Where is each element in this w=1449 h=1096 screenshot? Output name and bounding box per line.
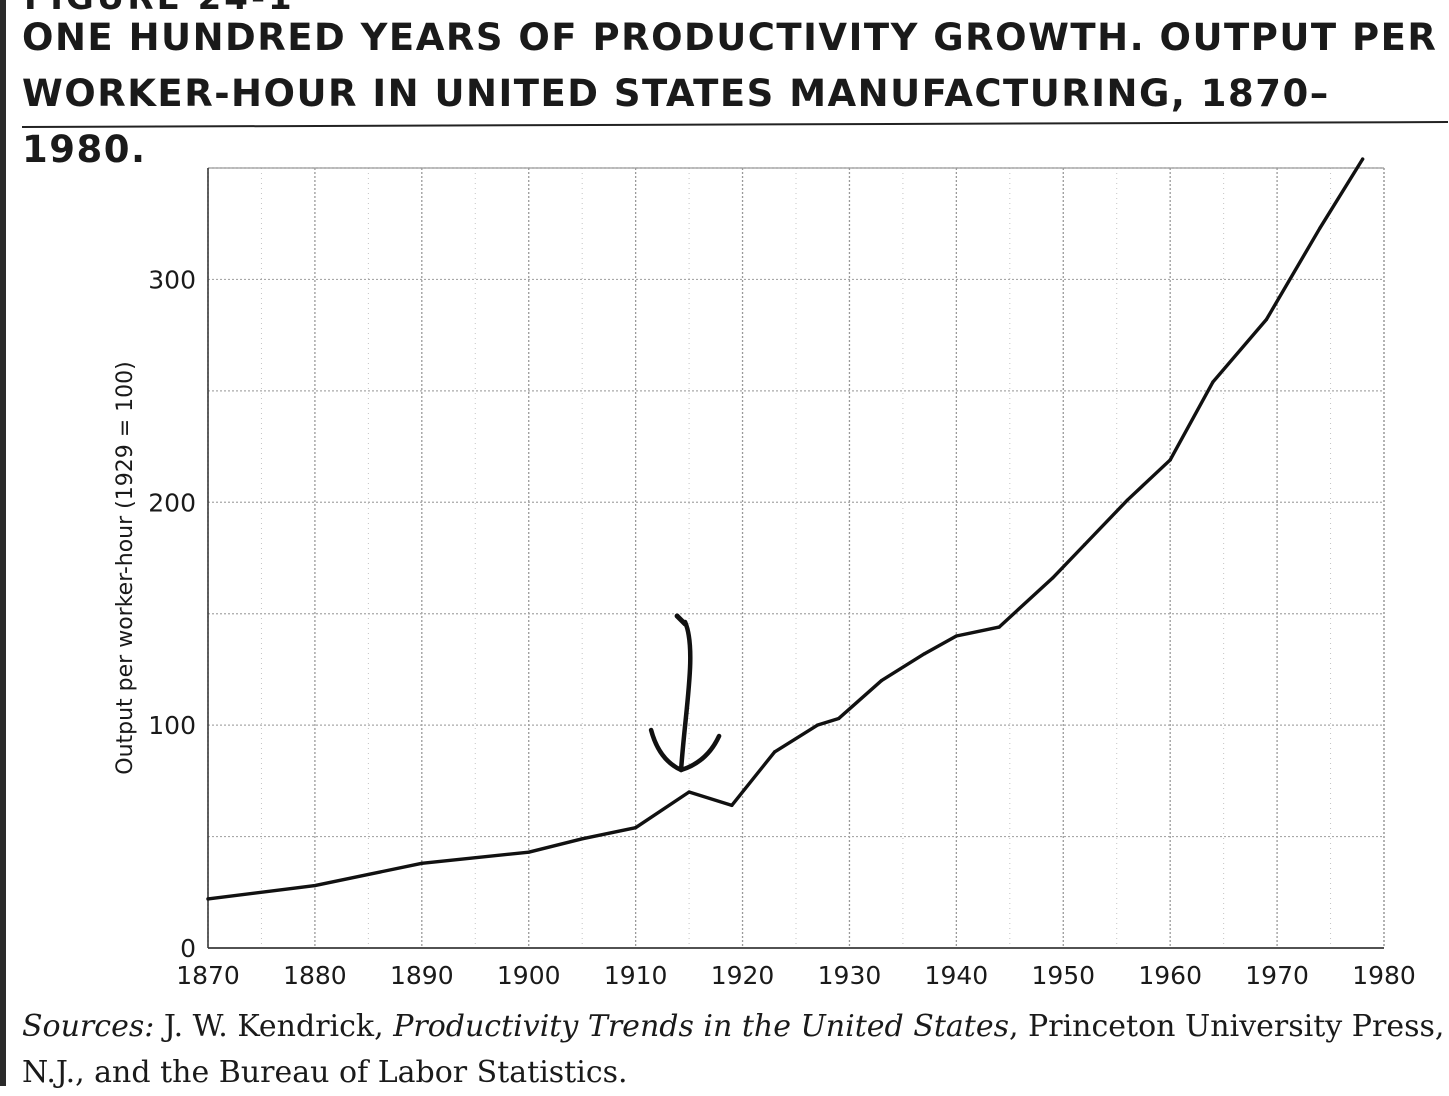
source-author: J. W. Kendrick, [154,1009,394,1044]
line-chart: 1870 1880 1890 1900 1910 1920 1930 1940 1950 1960… [113,157,1416,990]
chart-grid [207,167,1385,948]
source-publisher: , Princeton University Press, Princeton, [1008,1009,1449,1044]
data-point [580,837,584,841]
data-point [313,884,317,888]
annotation-arrow [648,613,722,773]
x-tick-label: 1900 [497,961,561,990]
source-line-2: N.J., and the Bureau of Labor Statistics… [22,1055,628,1090]
x-axis-ticks: 1870 1880 1890 1900 1910 1920 1930 1940 1950 1960… [176,961,1416,990]
chart-axes [207,167,1385,949]
x-tick-label: 1960 [1138,961,1202,990]
data-point [687,790,691,794]
data-point [879,678,884,683]
data-point [954,634,958,638]
x-tick-label: 1890 [390,961,454,990]
data-point [922,652,926,656]
source-book-title: Productivity Trends in the United States [393,1009,1009,1044]
data-point [1083,543,1087,547]
chart-series [206,157,1365,901]
arrow-head [648,727,722,773]
x-tick-label: 1940 [925,961,989,990]
data-point [1168,458,1172,462]
scan-left-edge [0,0,6,1086]
x-tick-label: 1930 [818,961,882,990]
data-point [1264,317,1268,322]
x-tick-label: 1870 [176,961,240,990]
series-line [206,157,1365,901]
data-point [815,723,819,727]
data-point [420,861,424,865]
data-point [206,897,210,901]
arrow-shaft [678,619,693,773]
arrow-tail [674,613,688,627]
x-tick-label: 1920 [711,961,775,990]
y-tick-label: 200 [148,488,196,517]
source-note: Sources: J. W. Kendrick, Productivity Tr… [22,1004,1449,1096]
data-point [366,872,370,877]
y-axis-ticks: 0 100 200 300 [148,265,196,963]
x-tick-label: 1950 [1031,961,1095,990]
figure-title-line-1: ONE HUNDRED YEARS OF PRODUCTIVITY GROWTH… [22,16,1438,59]
figure-title-line-2: WORKER-HOUR IN UNITED STATES MANUFACTURI… [22,72,1330,171]
data-point [1318,226,1322,230]
figure-title: ONE HUNDRED YEARS OF PRODUCTIVITY GROWTH… [22,10,1442,178]
y-tick-label: 300 [148,265,196,294]
data-point [1211,380,1215,384]
y-axis-label: Output per worker-hour (1929 = 100) [113,361,138,774]
data-point [997,625,1001,629]
x-tick-label: 1980 [1352,961,1416,990]
y-tick-label: 100 [148,711,196,740]
data-point [773,750,777,754]
source-prefix: Sources: [22,1009,155,1044]
data-point [1361,157,1365,161]
data-point [1125,498,1130,502]
x-tick-label: 1880 [283,961,347,990]
data-point [634,826,638,830]
x-tick-label: 1910 [604,961,668,990]
y-tick-label: 0 [180,934,196,963]
source-line-1: Sources: J. W. Kendrick, Productivity Tr… [22,1004,1449,1050]
x-tick-label: 1970 [1245,961,1309,990]
data-point [837,716,841,721]
data-point [527,850,531,854]
data-point [1050,576,1055,580]
figure-label: FIGURE 24-1 [24,0,295,18]
data-point [730,803,734,807]
